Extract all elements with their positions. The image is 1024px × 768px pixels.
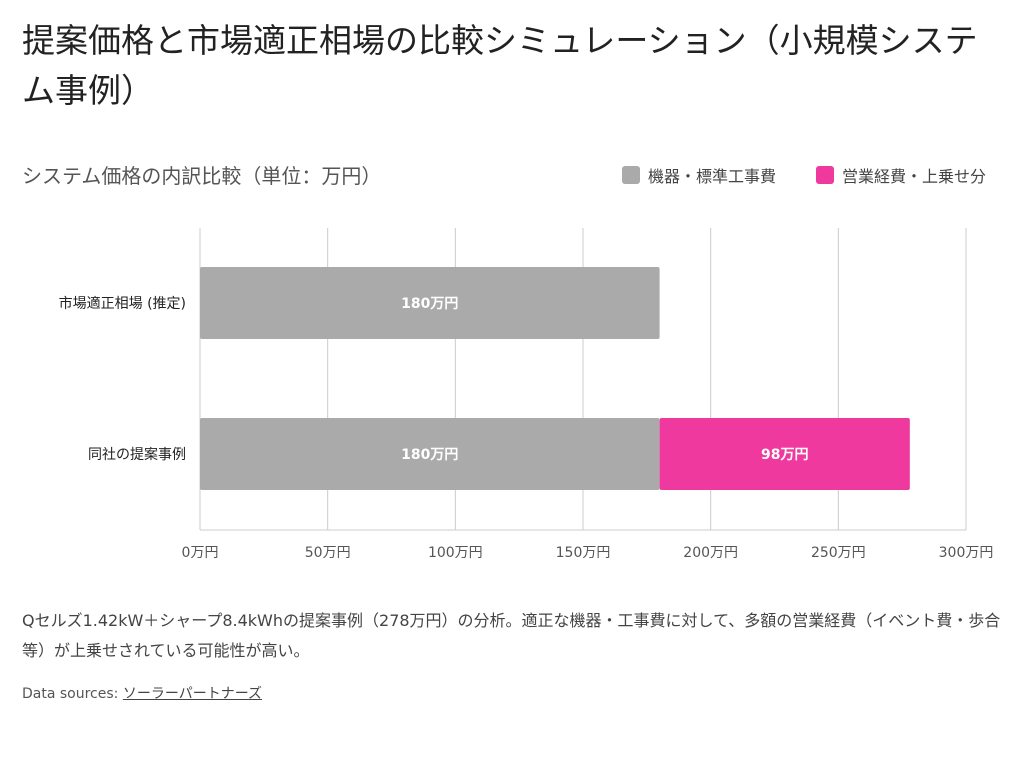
- data-label: 180万円: [401, 296, 458, 312]
- legend-label: 営業経費・上乗せ分: [842, 167, 987, 186]
- legend-label: 機器・標準工事費: [648, 167, 777, 186]
- source-link[interactable]: ソーラーパートナーズ: [122, 686, 263, 702]
- data-label: 98万円: [761, 447, 808, 463]
- data-label: 180万円: [401, 447, 458, 463]
- bar-chart: 0万円 50万円 100万円 150万円 200万円 250万円 300万円 市場適正相場 (…: [59, 228, 994, 561]
- legend-item-equipment: 機器・標準工事費: [622, 163, 776, 187]
- category-label: 同社の提案事例: [88, 446, 186, 463]
- page-title: 提案価格と市場適正相場の比較シミュレーション（小規模システム事例）: [22, 21, 978, 110]
- x-tick-label: 200万円: [683, 545, 738, 561]
- sources-label: Data sources:: [22, 686, 119, 702]
- x-tick-label: 0万円: [182, 545, 219, 561]
- legend-item-sales: 営業経費・上乗せ分: [816, 163, 986, 187]
- bar-segment: [200, 418, 660, 490]
- chart-title: システム価格の内訳比較（単位：万円）: [22, 164, 382, 188]
- x-tick-label: 300万円: [939, 545, 994, 561]
- x-tick-label: 150万円: [556, 545, 611, 561]
- chart-description: Qセルズ1.42kW＋シャープ8.4kWhの提案事例（278万円）の分析。適正な…: [22, 611, 1001, 660]
- x-tick-label: 100万円: [428, 545, 483, 561]
- legend-swatch: [816, 166, 834, 184]
- x-tick-label: 250万円: [811, 545, 866, 561]
- x-tick-label: 50万円: [305, 545, 351, 561]
- legend-swatch: [622, 166, 640, 184]
- category-label: 市場適正相場 (推定): [59, 295, 186, 312]
- bar-segment: [659, 418, 910, 490]
- bar-segment: [200, 267, 660, 339]
- data-sources: Data sources: ソーラーパートナーズ: [22, 683, 262, 703]
